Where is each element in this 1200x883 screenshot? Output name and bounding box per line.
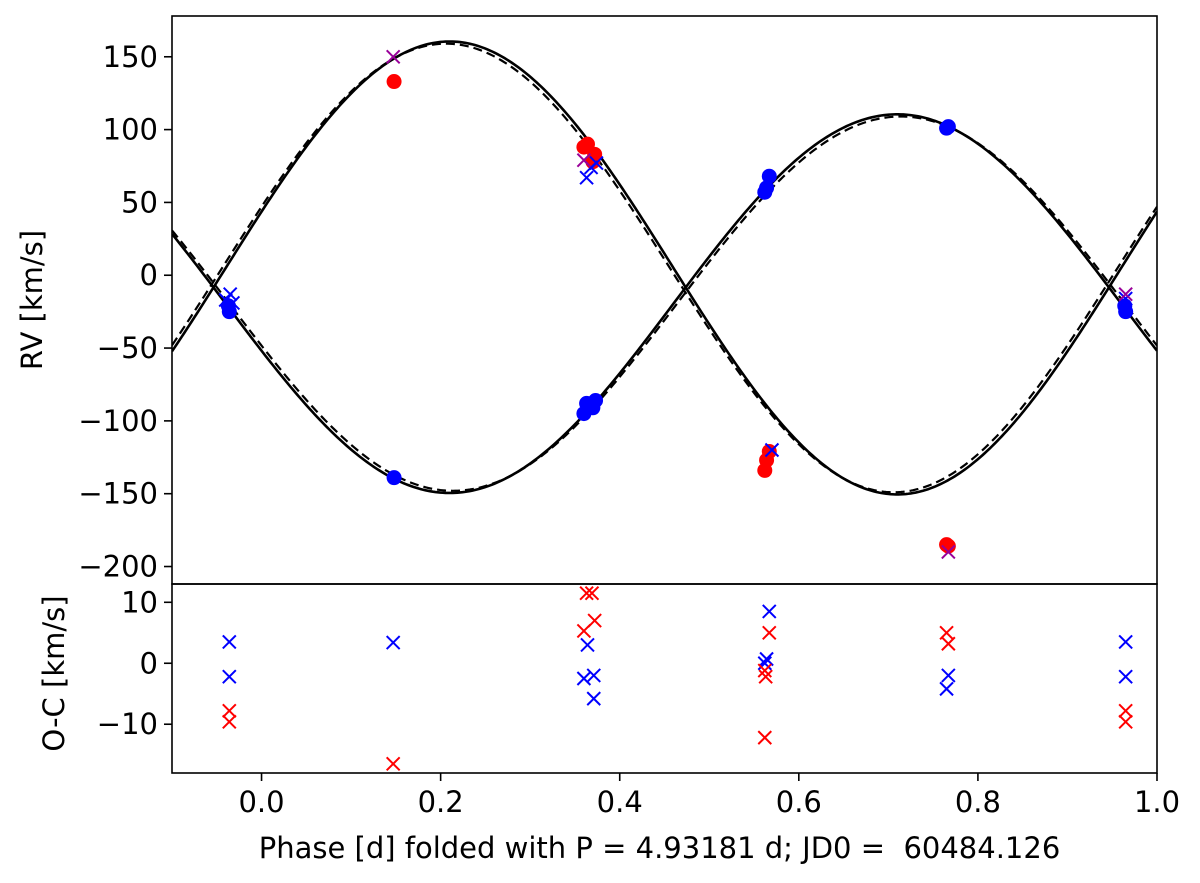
rv-y-axis-ticks: 150 100 50 0 −50 −100 −150 −200	[78, 40, 172, 584]
data-point-circle	[940, 119, 956, 135]
y-tick-label: −100	[78, 404, 158, 438]
data-point-cross	[1118, 714, 1133, 729]
data-point-circle	[1118, 304, 1134, 320]
data-point-cross	[758, 669, 773, 684]
data-point-circle	[759, 180, 775, 196]
data-point-cross	[759, 651, 774, 667]
residual-panel: 10 0 −10 0.0 0.2 0.4 0.6 0.8 1.0	[97, 583, 1180, 819]
data-point-cross	[222, 286, 238, 302]
residual-y-axis-label: O-C [km/s]	[37, 595, 71, 751]
rv-data-points	[218, 49, 1134, 560]
x-tick-label: 0.4	[597, 785, 643, 819]
data-point-cross	[225, 295, 241, 311]
data-point-cross	[222, 714, 237, 729]
x-tick-label: 1.0	[1134, 785, 1180, 819]
y-tick-label: −50	[97, 331, 158, 365]
data-point-cross	[587, 613, 602, 628]
data-point-cross	[579, 170, 594, 185]
data-point-circle	[221, 304, 237, 320]
rv-y-axis-label: RV [km/s]	[15, 230, 49, 370]
data-point-cross	[757, 663, 772, 678]
residual-panel-frame	[171, 583, 1158, 774]
x-tick-label: 0.6	[776, 785, 822, 819]
y-tick-label: 50	[121, 185, 158, 219]
data-point-circle	[940, 538, 956, 554]
data-point-cross	[586, 668, 601, 683]
y-tick-label: −150	[78, 477, 158, 511]
y-tick-label: 10	[121, 585, 158, 619]
data-point-cross	[385, 756, 401, 772]
phase-x-axis-label: Phase [d] folded with P = 4.93181 d; JD0…	[259, 831, 1061, 865]
x-tick-label: 0.2	[418, 785, 464, 819]
data-point-cross	[1118, 634, 1133, 650]
model-curve-dashed-2	[172, 115, 1157, 492]
data-point-cross	[576, 152, 592, 168]
data-point-cross	[941, 544, 956, 560]
data-point-cross	[1118, 669, 1133, 684]
data-point-circle	[588, 392, 604, 408]
data-point-cross	[1118, 291, 1133, 306]
data-point-circle	[386, 74, 402, 90]
x-tick-label: 0.0	[238, 785, 284, 819]
residual-y-axis-ticks: 10 0 −10	[97, 585, 172, 741]
y-tick-label: −200	[78, 550, 158, 584]
data-point-cross	[757, 730, 772, 745]
model-curve-solid-1	[172, 40, 1157, 496]
y-tick-label: 0	[140, 258, 158, 292]
data-point-cross	[586, 691, 601, 706]
data-point-cross	[222, 703, 237, 719]
rv-panel: 150 100 50 0 −50 −100 −150 −200	[78, 15, 1158, 585]
y-tick-label: 0	[140, 646, 158, 680]
y-tick-label: 150	[103, 40, 158, 74]
data-point-cross	[1118, 286, 1133, 302]
data-point-circle	[386, 470, 402, 486]
data-point-cross	[584, 585, 600, 601]
data-point-cross	[762, 625, 777, 640]
data-point-cross	[580, 637, 595, 653]
y-tick-label: 100	[103, 113, 158, 147]
data-point-cross	[941, 636, 956, 651]
residual-data-points	[222, 585, 1133, 772]
data-point-circle	[761, 168, 777, 184]
rv-panel-frame	[171, 15, 1158, 585]
x-tick-label: 0.8	[955, 785, 1001, 819]
data-point-cross	[939, 681, 954, 697]
data-point-cross	[222, 634, 237, 650]
data-point-cross	[579, 585, 594, 601]
model-curve-dashed-3	[172, 42, 1157, 494]
data-point-cross	[941, 668, 956, 683]
data-point-cross	[589, 155, 604, 171]
data-point-cross	[385, 635, 401, 650]
data-point-cross	[576, 671, 592, 686]
rv-model-curves	[172, 40, 1157, 496]
data-point-cross	[385, 49, 401, 64]
phase-x-axis-ticks: 0.0 0.2 0.4 0.6 0.8 1.0	[238, 773, 1180, 819]
data-point-cross	[222, 669, 237, 684]
data-point-cross	[764, 442, 780, 458]
data-point-cross	[757, 656, 772, 671]
data-point-cross	[1118, 703, 1133, 719]
data-point-cross	[762, 604, 777, 619]
y-tick-label: −10	[97, 707, 158, 741]
model-curve-solid-0	[172, 113, 1157, 495]
